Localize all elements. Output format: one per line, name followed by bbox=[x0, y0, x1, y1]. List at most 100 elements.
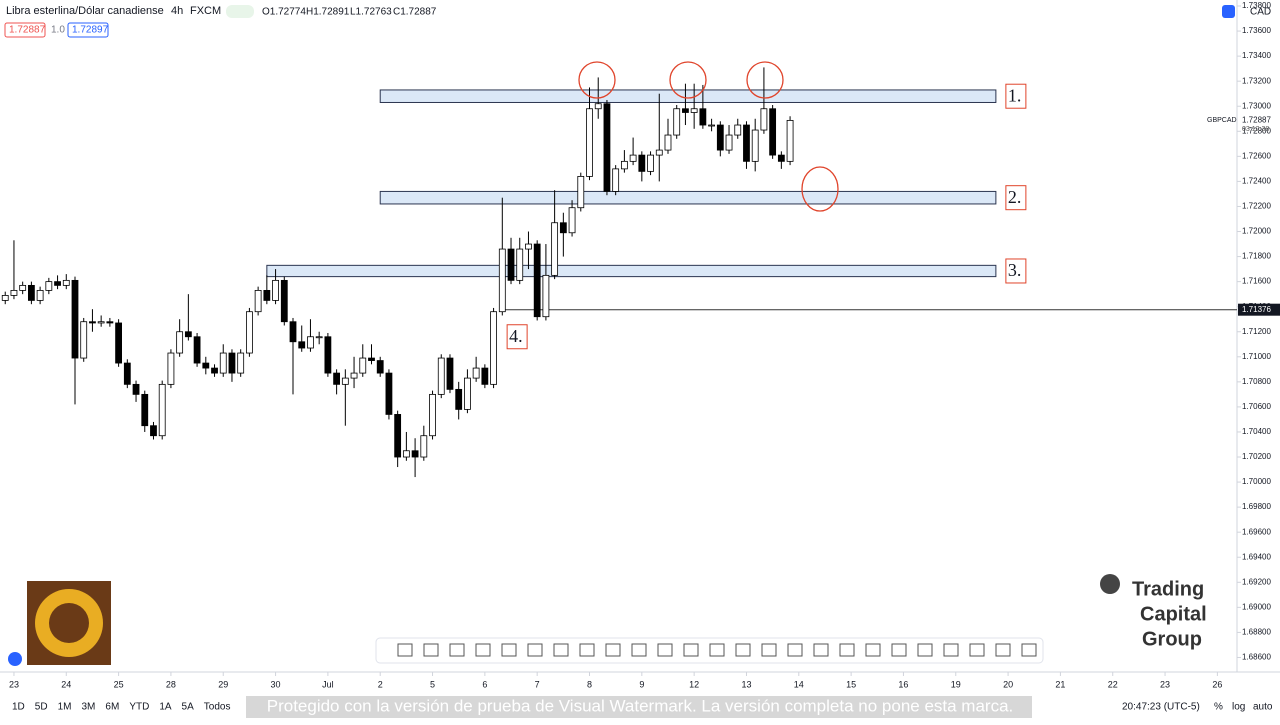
candle-body bbox=[307, 336, 314, 349]
candle-body bbox=[333, 372, 341, 385]
candle-body bbox=[150, 425, 157, 437]
tool-icon[interactable] bbox=[761, 643, 777, 657]
tool-icon[interactable] bbox=[917, 643, 933, 657]
candle-body bbox=[202, 362, 210, 369]
tool-icon[interactable] bbox=[683, 643, 699, 657]
candle-body bbox=[760, 108, 768, 131]
y-tick-label: 1.68600 bbox=[1242, 653, 1271, 662]
candle-body bbox=[132, 383, 140, 395]
interval: 4h bbox=[171, 5, 183, 17]
candle-body bbox=[324, 336, 332, 374]
candle-body bbox=[123, 362, 131, 385]
candle-body bbox=[376, 360, 384, 374]
brand-text: Capital bbox=[1140, 603, 1207, 625]
highlight-circle bbox=[669, 61, 707, 99]
tool-icon[interactable] bbox=[657, 643, 673, 657]
symbol: Libra esterlina/Dólar canadiense bbox=[6, 5, 164, 17]
candle-body bbox=[246, 311, 253, 354]
candle-body bbox=[568, 207, 576, 234]
range-button[interactable]: 6M bbox=[105, 702, 119, 713]
tool-icon[interactable] bbox=[735, 643, 751, 657]
settings-icon[interactable] bbox=[1222, 5, 1235, 18]
last-price: 1.72887 bbox=[1242, 116, 1271, 125]
x-tick-label: 15 bbox=[846, 679, 856, 689]
y-tick-label: 1.71200 bbox=[1242, 327, 1271, 336]
auto-toggle[interactable]: auto bbox=[1253, 702, 1273, 713]
x-tick-label: 24 bbox=[61, 679, 71, 689]
range-button[interactable]: 1A bbox=[159, 702, 172, 713]
pct-toggle[interactable]: % bbox=[1214, 702, 1223, 713]
tool-icon[interactable] bbox=[787, 643, 803, 657]
ohlc-high: H1.72891 bbox=[306, 7, 350, 18]
x-tick-label: 26 bbox=[1212, 679, 1222, 689]
range-button[interactable]: 1D bbox=[12, 702, 25, 713]
candle-body bbox=[725, 134, 733, 151]
highlight-circle bbox=[578, 61, 616, 99]
range-button[interactable]: YTD bbox=[129, 702, 149, 713]
range-button[interactable]: Todos bbox=[204, 702, 231, 713]
candle-body bbox=[786, 119, 794, 162]
range-button[interactable]: 5D bbox=[35, 702, 48, 713]
tool-icon[interactable] bbox=[397, 643, 413, 657]
x-tick-label: Jul bbox=[322, 679, 334, 689]
tool-icon[interactable] bbox=[527, 643, 543, 657]
y-tick-label: 1.72200 bbox=[1242, 202, 1271, 211]
tool-icon[interactable] bbox=[891, 643, 907, 657]
highlight-circle bbox=[801, 166, 839, 212]
zone-label-box bbox=[1005, 185, 1027, 211]
y-tick-label: 1.72400 bbox=[1242, 177, 1271, 186]
y-tick-label: 1.69600 bbox=[1242, 527, 1271, 536]
candle-body bbox=[36, 289, 44, 301]
tv-logo[interactable] bbox=[8, 652, 22, 666]
sell-box[interactable] bbox=[4, 22, 46, 38]
watermark: Protegido con la versión de prueba de Vi… bbox=[267, 696, 1014, 715]
tool-icon[interactable] bbox=[449, 643, 465, 657]
range-button[interactable]: 3M bbox=[82, 702, 96, 713]
watermark-bg bbox=[246, 696, 1032, 718]
tool-icon[interactable] bbox=[553, 643, 569, 657]
candle-body bbox=[211, 367, 218, 374]
x-tick-label: 29 bbox=[218, 679, 228, 689]
candle-body bbox=[647, 154, 654, 172]
range-button[interactable]: 5A bbox=[182, 702, 195, 713]
candle-body bbox=[254, 289, 262, 313]
candle-body bbox=[612, 168, 620, 192]
zone-label-box bbox=[1005, 83, 1027, 109]
log-toggle[interactable]: log bbox=[1232, 702, 1245, 713]
brand-icon bbox=[1100, 574, 1120, 594]
candle-body bbox=[498, 248, 506, 313]
tool-icon[interactable] bbox=[969, 643, 985, 657]
tool-icon[interactable] bbox=[605, 643, 621, 657]
tool-icon[interactable] bbox=[865, 643, 881, 657]
candle-body bbox=[533, 243, 541, 318]
tool-icon[interactable] bbox=[813, 643, 829, 657]
candle-body bbox=[394, 414, 402, 458]
buy-box[interactable] bbox=[67, 22, 109, 38]
tool-icon[interactable] bbox=[709, 643, 725, 657]
candle-body bbox=[716, 124, 724, 151]
candle-body bbox=[708, 124, 715, 127]
x-tick-label: 19 bbox=[951, 679, 961, 689]
x-tick-label: 9 bbox=[639, 679, 644, 689]
tool-icon[interactable] bbox=[1021, 643, 1037, 657]
x-tick-label: 20 bbox=[1003, 679, 1013, 689]
buy-price: 1.72897 bbox=[72, 25, 109, 36]
tool-icon[interactable] bbox=[943, 643, 959, 657]
candle-body bbox=[158, 383, 166, 437]
y-tick-label: 1.71800 bbox=[1242, 252, 1271, 261]
ohlc-low: L1.72763 bbox=[350, 7, 392, 18]
tool-icon[interactable] bbox=[995, 643, 1011, 657]
tool-icon[interactable] bbox=[839, 643, 855, 657]
x-tick-label: 14 bbox=[794, 679, 804, 689]
tool-icon[interactable] bbox=[423, 643, 439, 657]
tool-icon[interactable] bbox=[475, 643, 491, 657]
y-tick-label: 1.72800 bbox=[1242, 126, 1271, 135]
tool-icon[interactable] bbox=[579, 643, 595, 657]
range-button[interactable]: 1M bbox=[58, 702, 72, 713]
tool-icon[interactable] bbox=[501, 643, 517, 657]
y-tick-label: 1.68800 bbox=[1242, 628, 1271, 637]
tool-icon[interactable] bbox=[631, 643, 647, 657]
candle-body bbox=[577, 175, 585, 209]
y-tick-label: 1.71000 bbox=[1242, 352, 1271, 361]
candle-body bbox=[664, 134, 672, 151]
